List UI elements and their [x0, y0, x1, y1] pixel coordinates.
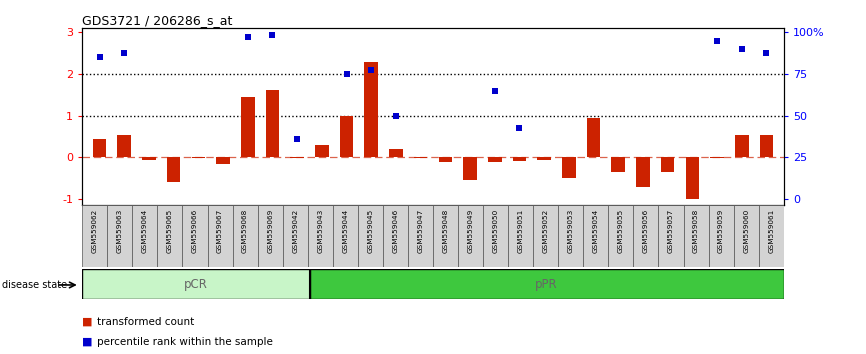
Bar [358, 205, 383, 267]
Text: GSM559042: GSM559042 [292, 209, 298, 253]
Text: GSM559066: GSM559066 [192, 209, 198, 253]
Text: GSM559047: GSM559047 [417, 209, 423, 253]
Text: GSM559049: GSM559049 [468, 209, 474, 253]
Bar [759, 205, 784, 267]
Bar [483, 205, 508, 267]
Text: GSM559053: GSM559053 [568, 209, 574, 253]
Text: GSM559068: GSM559068 [242, 209, 248, 253]
Text: GSM559048: GSM559048 [443, 209, 449, 253]
Bar [562, 158, 576, 178]
Text: GSM559044: GSM559044 [342, 209, 348, 253]
Bar [508, 205, 533, 267]
Text: percentile rank within the sample: percentile rank within the sample [97, 337, 273, 347]
Bar [658, 205, 683, 267]
Bar [82, 205, 107, 267]
Text: GSM559046: GSM559046 [392, 209, 398, 253]
Bar [208, 205, 233, 267]
Text: transformed count: transformed count [97, 317, 194, 327]
Bar [513, 158, 527, 161]
Bar [309, 269, 784, 299]
Bar [458, 205, 483, 267]
Text: GSM559062: GSM559062 [92, 209, 98, 253]
Bar [158, 205, 183, 267]
Bar [488, 158, 501, 161]
Bar [233, 205, 258, 267]
Bar [438, 158, 452, 161]
Text: GDS3721 / 206286_s_at: GDS3721 / 206286_s_at [82, 14, 233, 27]
Text: GSM559052: GSM559052 [543, 209, 549, 253]
Bar [132, 205, 158, 267]
Text: GSM559054: GSM559054 [593, 209, 598, 253]
Text: GSM559045: GSM559045 [367, 209, 373, 253]
Bar [559, 205, 584, 267]
Text: GSM559059: GSM559059 [718, 209, 724, 253]
Text: pCR: pCR [184, 278, 208, 291]
Text: GSM559064: GSM559064 [142, 209, 148, 253]
Text: GSM559065: GSM559065 [167, 209, 173, 253]
Bar [183, 205, 208, 267]
Bar [734, 205, 759, 267]
Bar [408, 205, 433, 267]
Bar [82, 269, 309, 299]
Text: GSM559067: GSM559067 [217, 209, 223, 253]
Text: GSM559055: GSM559055 [618, 209, 624, 253]
Bar [463, 158, 477, 180]
Bar [365, 62, 378, 158]
Bar [735, 135, 748, 158]
Bar [258, 205, 282, 267]
Bar [584, 205, 609, 267]
Text: pPR: pPR [535, 278, 558, 291]
Bar [307, 205, 333, 267]
Bar [383, 205, 408, 267]
Bar [611, 158, 625, 172]
Bar [683, 205, 708, 267]
Text: GSM559050: GSM559050 [493, 209, 499, 253]
Text: GSM559069: GSM559069 [268, 209, 273, 253]
Text: GSM559043: GSM559043 [317, 209, 323, 253]
Bar [633, 205, 658, 267]
Bar [216, 158, 229, 164]
Bar [661, 158, 675, 172]
Bar [637, 158, 650, 187]
Text: ■: ■ [82, 337, 93, 347]
Text: ■: ■ [82, 317, 93, 327]
Bar [538, 158, 551, 160]
Text: disease state: disease state [2, 280, 67, 290]
Bar [708, 205, 734, 267]
Bar [167, 158, 180, 182]
Bar [533, 205, 559, 267]
Text: GSM559061: GSM559061 [768, 209, 774, 253]
Bar [333, 205, 358, 267]
Bar [241, 97, 255, 158]
Bar [759, 135, 773, 158]
Bar [93, 139, 107, 158]
Bar [142, 158, 156, 160]
Text: GSM559056: GSM559056 [643, 209, 649, 253]
Text: GSM559063: GSM559063 [117, 209, 123, 253]
Bar [587, 118, 600, 158]
Text: GSM559051: GSM559051 [518, 209, 524, 253]
Bar [433, 205, 458, 267]
Bar [107, 205, 132, 267]
Bar [608, 205, 633, 267]
Bar [389, 149, 403, 158]
Bar [315, 145, 328, 158]
Bar [339, 116, 353, 158]
Text: GSM559060: GSM559060 [743, 209, 749, 253]
Text: GSM559058: GSM559058 [693, 209, 699, 253]
Text: GSM559057: GSM559057 [668, 209, 674, 253]
Bar [266, 90, 279, 158]
Bar [686, 158, 699, 199]
Bar [282, 205, 307, 267]
Bar [118, 135, 131, 158]
